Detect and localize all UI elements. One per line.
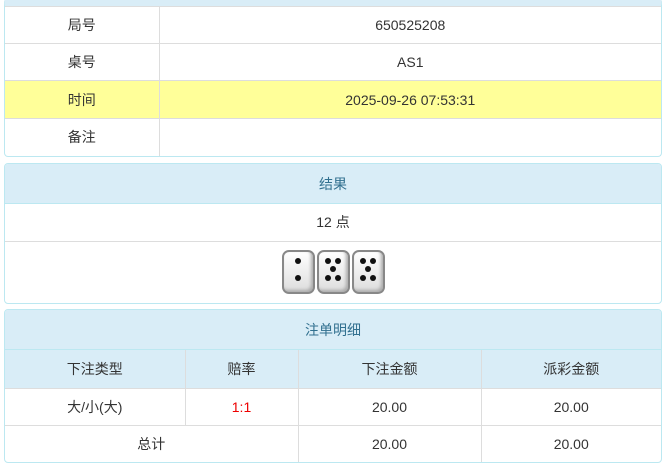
header-payout: 派彩金额 (480, 350, 661, 389)
label: 桌号 (5, 43, 160, 81)
header-odds: 赔率 (184, 350, 299, 389)
die-pip (294, 275, 301, 282)
note-row: 备注 (5, 118, 661, 156)
points: 12 点 (5, 204, 661, 242)
header-amount: 下注金额 (297, 350, 482, 389)
round-row: 局号 650525208 (5, 6, 661, 44)
total-payout: 20.00 (480, 424, 661, 462)
result-title: 结果 (5, 164, 661, 204)
die-pip (324, 275, 331, 282)
label: 备注 (5, 118, 160, 156)
label: 局号 (5, 6, 160, 44)
bet-odds: 1:1 (184, 387, 299, 426)
table-row: 桌号 AS1 (5, 43, 661, 81)
header-type: 下注类型 (5, 350, 186, 389)
bets-panel: 注单明细 下注类型 赔率 下注金额 派彩金额 大/小(大) 1:1 20.00 … (4, 309, 662, 463)
die-pip (334, 258, 341, 265)
label: 时间 (5, 80, 160, 119)
total-label: 总计 (5, 424, 299, 462)
bets-title: 注单明细 (5, 310, 661, 350)
table-number: AS1 (158, 43, 661, 81)
time-row: 时间 2025-09-26 07:53:31 (5, 80, 661, 119)
note-value (158, 118, 661, 156)
die-pip (364, 266, 371, 273)
die-pip (369, 258, 376, 265)
round-number: 650525208 (158, 6, 661, 44)
die-pip (359, 258, 366, 265)
info-panel: 局号 650525208 桌号 AS1 时间 2025-09-26 07:53:31 … (4, 0, 662, 157)
die-pip (294, 258, 301, 265)
die-pip (334, 275, 341, 282)
total-row: 总计 20.00 20.00 (5, 424, 661, 462)
result-panel: 结果 12 点 (4, 163, 662, 304)
bet-row: 大/小(大) 1:1 20.00 20.00 (5, 387, 661, 426)
dice-icon-5 (316, 250, 350, 295)
bet-type: 大/小(大) (5, 387, 186, 426)
bet-payout: 20.00 (480, 387, 661, 426)
die-pip (329, 266, 336, 273)
die-pip (359, 275, 366, 282)
die-pip (324, 258, 331, 265)
dice-icon-2 (281, 250, 315, 295)
bet-amount: 20.00 (297, 387, 482, 426)
header-row: 下注类型 赔率 下注金额 派彩金额 (5, 350, 661, 389)
total-amount: 20.00 (297, 424, 482, 462)
dice-icon-5 (351, 250, 385, 295)
info-table: 局号 650525208 桌号 AS1 时间 2025-09-26 07:53:31 … (5, 6, 661, 156)
die-pip (369, 275, 376, 282)
time-value: 2025-09-26 07:53:31 (158, 80, 661, 119)
dice-group (281, 250, 385, 295)
